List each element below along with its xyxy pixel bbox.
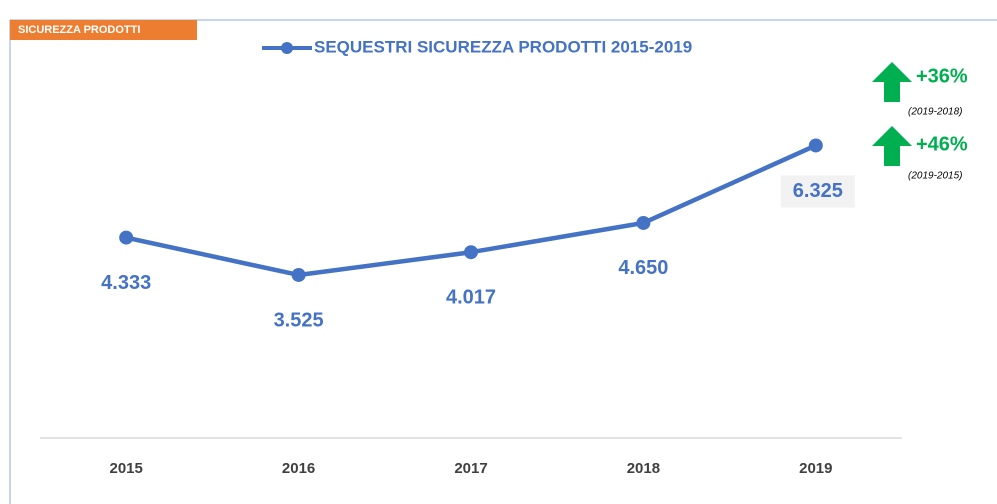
point (119, 230, 134, 245)
point (636, 215, 651, 230)
point (291, 267, 306, 282)
change-label: +46% (916, 133, 968, 155)
section-tag (10, 20, 197, 40)
x-tick-label: 2018 (627, 460, 660, 477)
change-period: (2019-2018) (908, 107, 962, 118)
data-label: 4.650 (618, 257, 668, 279)
change-period: (2019-2015) (908, 171, 962, 182)
legend-marker (281, 42, 293, 54)
x-tick-label: 2016 (282, 460, 315, 477)
data-label: 6.325 (793, 180, 843, 202)
x-tick-label: 2017 (454, 460, 487, 477)
section-tag-label: SICUREZZA PRODOTTI (18, 24, 140, 36)
x-tick-label: 2019 (799, 460, 832, 477)
change-label: +36% (916, 65, 968, 87)
x-tick-label: 2015 (110, 460, 143, 477)
up-arrow (872, 126, 912, 166)
data-label: 4.017 (446, 286, 496, 308)
legend-label: SEQUESTRI SICUREZZA PRODOTTI 2015-2019 (314, 37, 692, 56)
data-label: 3.525 (274, 309, 324, 331)
point (464, 245, 478, 260)
up-arrow (872, 62, 912, 102)
data-label: 4.333 (101, 272, 151, 294)
point (808, 138, 823, 153)
label-box (780, 175, 855, 208)
